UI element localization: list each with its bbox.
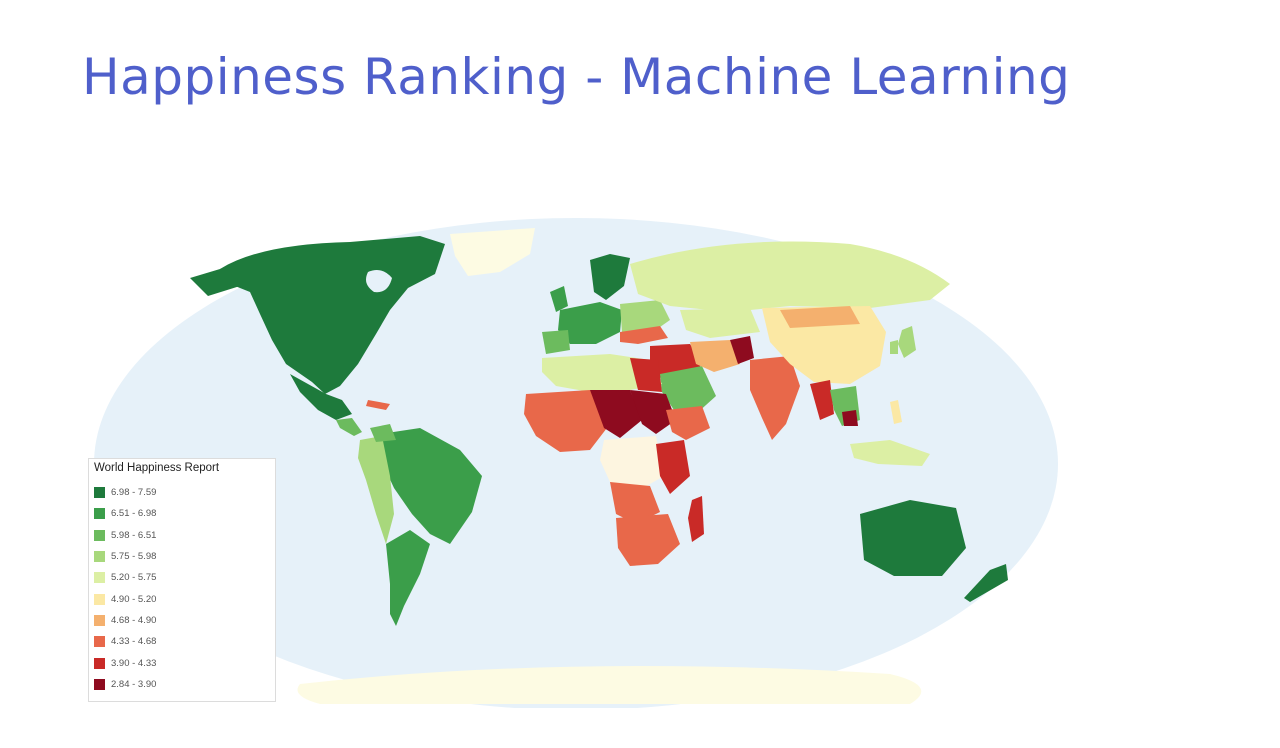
legend-swatch (94, 636, 105, 648)
legend-item: 5.20 - 5.75 (94, 567, 275, 588)
iran (690, 340, 740, 372)
legend-swatch (94, 551, 105, 563)
cambodia (842, 410, 858, 426)
legend-swatch (94, 614, 105, 626)
scandinavia (590, 254, 630, 300)
new-zealand (964, 564, 1008, 602)
caribbean (366, 400, 390, 410)
sudan (630, 390, 676, 434)
legend-label: 5.20 - 5.75 (111, 572, 157, 584)
legend-item: 6.98 - 7.59 (94, 482, 275, 503)
greenland (450, 228, 535, 276)
sahel-chad (590, 390, 642, 438)
legend-label: 6.98 - 7.59 (111, 487, 157, 499)
korea (890, 340, 898, 354)
legend-label: 2.84 - 3.90 (111, 678, 157, 690)
uk-ireland (550, 286, 568, 312)
legend-item: 4.90 - 5.20 (94, 588, 275, 609)
legend-swatch (94, 593, 105, 605)
india (750, 356, 800, 440)
central-america (336, 418, 362, 436)
brazil (380, 428, 482, 544)
east-africa (656, 440, 690, 494)
indonesia (850, 440, 930, 466)
world-happiness-map (90, 214, 1062, 708)
japan (898, 326, 916, 358)
legend-label: 4.90 - 5.20 (111, 593, 157, 605)
legend-item: 2.84 - 3.90 (94, 674, 275, 695)
egypt (630, 358, 662, 392)
legend-swatch (94, 572, 105, 584)
map-legend: World Happiness Report 6.98 - 7.59 6.51 … (88, 458, 276, 702)
western-europe (558, 302, 622, 344)
legend-swatch (94, 487, 105, 499)
kazakhstan (680, 308, 760, 338)
legend-item: 5.75 - 5.98 (94, 546, 275, 567)
mexico (290, 374, 352, 420)
legend-item: 4.33 - 4.68 (94, 631, 275, 652)
myanmar (810, 380, 834, 420)
legend-swatch (94, 529, 105, 541)
philippines (890, 400, 902, 424)
australia (860, 500, 966, 576)
madagascar (688, 496, 704, 542)
legend-label: 4.68 - 4.90 (111, 614, 157, 626)
mongolia (780, 306, 860, 328)
hudson-bay (366, 270, 392, 293)
slide-title: Happiness Ranking - Machine Learning (82, 48, 1071, 106)
legend-swatch (94, 508, 105, 520)
legend-label: 3.90 - 4.33 (111, 657, 157, 669)
legend-item: 6.51 - 6.98 (94, 503, 275, 524)
ethiopia-horn (666, 406, 710, 440)
legend-title: World Happiness Report (94, 462, 220, 474)
legend-label: 5.98 - 6.51 (111, 529, 157, 541)
iberia (542, 330, 570, 354)
legend-label: 6.51 - 6.98 (111, 508, 157, 520)
legend-label: 5.75 - 5.98 (111, 551, 157, 563)
saudi-arabia (660, 366, 716, 414)
antarctica (297, 666, 922, 704)
legend-swatch (94, 678, 105, 690)
legend-label: 4.33 - 4.68 (111, 636, 157, 648)
turkey (620, 326, 668, 344)
legend-swatch (94, 657, 105, 669)
southern-africa (616, 514, 680, 566)
legend-item: 3.90 - 4.33 (94, 652, 275, 673)
russia (630, 241, 950, 312)
venezuela (370, 424, 396, 442)
eastern-europe (620, 300, 670, 334)
argentina-chile (386, 530, 430, 626)
legend-item: 5.98 - 6.51 (94, 525, 275, 546)
afghanistan (730, 336, 754, 364)
congo (610, 482, 660, 524)
west-africa (524, 390, 610, 452)
world-map-svg (94, 218, 1058, 708)
alaska (190, 266, 240, 296)
andes-west (358, 436, 394, 544)
legend-item: 4.68 - 4.90 (94, 610, 275, 631)
central-africa (600, 436, 664, 492)
